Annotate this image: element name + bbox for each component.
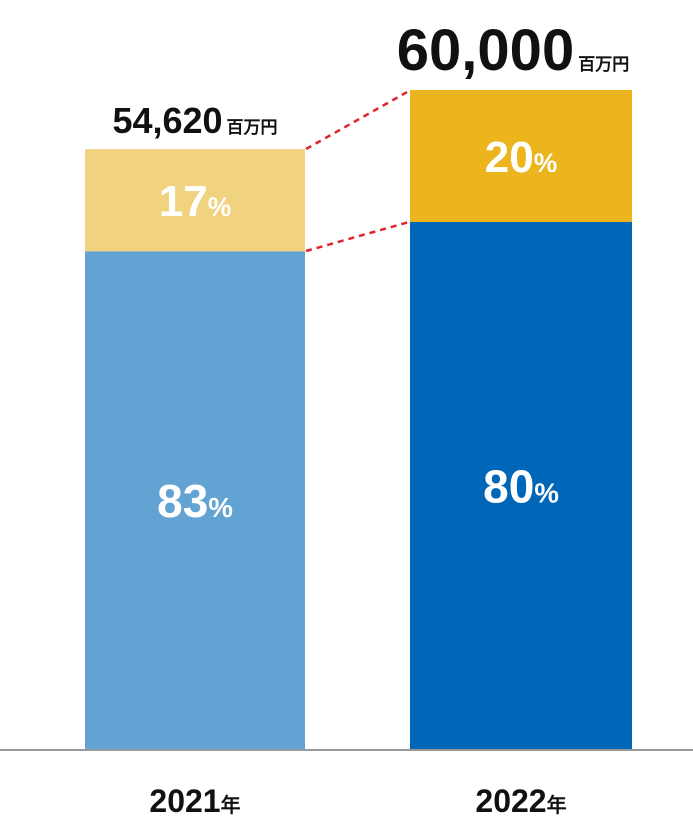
x-tick-label: 2021年 bbox=[149, 783, 240, 816]
bar-segment bbox=[85, 251, 305, 750]
total-unit: 百万円 bbox=[578, 55, 629, 74]
total-label: 54,620 百万円 bbox=[112, 100, 277, 141]
total-value: 60,000 bbox=[397, 18, 574, 83]
category-value: 2022 bbox=[475, 783, 546, 816]
total-label: 60,000 百万円 bbox=[397, 18, 629, 83]
data-label-value: 83 bbox=[157, 475, 208, 527]
x-tick-label: 2022年 bbox=[475, 783, 566, 816]
category-value: 2021 bbox=[149, 783, 220, 816]
data-label: 20% bbox=[485, 133, 557, 182]
category-unit: 年 bbox=[221, 793, 241, 816]
data-label-value: 80 bbox=[483, 461, 534, 513]
data-label: 83% bbox=[157, 475, 233, 527]
connector-line bbox=[305, 89, 410, 151]
data-label-unit: % bbox=[208, 492, 233, 523]
total-unit: 百万円 bbox=[227, 118, 278, 137]
data-label: 17% bbox=[159, 177, 231, 226]
data-label: 80% bbox=[483, 461, 559, 513]
data-label-value: 20 bbox=[485, 133, 534, 182]
category-unit: 年 bbox=[547, 793, 567, 816]
connector-line bbox=[305, 220, 410, 253]
total-value: 54,620 bbox=[112, 100, 222, 141]
bar-segment bbox=[410, 90, 632, 222]
bar-segment bbox=[85, 149, 305, 252]
bar-segment bbox=[410, 222, 632, 750]
data-label-unit: % bbox=[534, 478, 559, 509]
data-label-value: 17 bbox=[159, 177, 208, 226]
data-label-unit: % bbox=[208, 192, 231, 222]
data-label-unit: % bbox=[534, 148, 557, 178]
